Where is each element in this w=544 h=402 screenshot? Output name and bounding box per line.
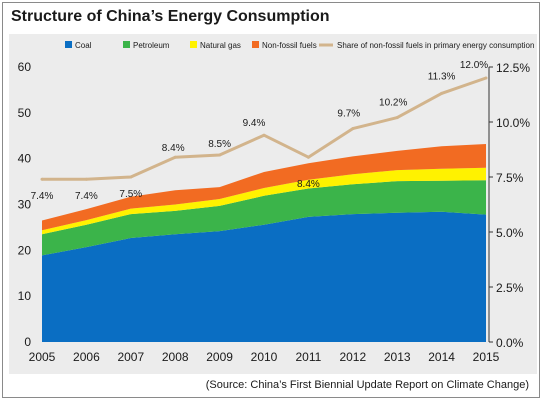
area-non-fossil-fuels xyxy=(42,144,486,231)
x-tick-label: 2015 xyxy=(473,350,500,364)
share-point xyxy=(306,155,310,159)
chart-svg: 0 10 20 30 40 50 60 0.0% 2.5% 5.0% 7.5% 10.0% 12.5% 2… xyxy=(18,41,534,364)
y-right-tick-label: 0.0% xyxy=(496,336,524,350)
y-left-tick-label: 10 xyxy=(18,289,32,303)
x-tick-label: 2012 xyxy=(339,350,366,364)
source-note: (Source: China’s First Biennial Update R… xyxy=(205,379,529,391)
share-point xyxy=(84,177,88,181)
y-left-tick-label: 60 xyxy=(18,60,32,74)
share-point xyxy=(395,116,399,120)
share-data-label: 11.3% xyxy=(428,71,456,82)
share-data-label: 12.0% xyxy=(460,60,488,71)
y-right-tick-label: 7.5% xyxy=(496,171,524,185)
x-tick-label: 2008 xyxy=(162,350,189,364)
x-tick-label: 2009 xyxy=(206,350,233,364)
share-data-label: 7.4% xyxy=(75,191,98,202)
share-point xyxy=(484,76,488,80)
y-left-tick-label: 40 xyxy=(18,152,32,166)
x-tick-label: 2007 xyxy=(117,350,144,364)
legend-label: Share of non-fossil fuels in primary ene… xyxy=(337,41,534,50)
share-data-label: 7.4% xyxy=(31,191,54,202)
y-left-tick-label: 30 xyxy=(18,198,32,212)
x-tick-label: 2011 xyxy=(295,350,321,364)
x-tick-label: 2010 xyxy=(251,350,278,364)
area-natural-gas xyxy=(42,167,486,235)
share-point xyxy=(351,127,355,131)
share-data-label: 8.5% xyxy=(208,139,231,150)
x-tick-label: 2006 xyxy=(73,350,100,364)
legend-swatch xyxy=(65,41,72,48)
share-point xyxy=(440,91,444,95)
share-data-label: 9.4% xyxy=(243,118,266,129)
legend-swatch xyxy=(252,41,259,48)
share-point xyxy=(173,155,177,159)
share-data-label: 8.4% xyxy=(162,143,185,154)
x-tick-label: 2013 xyxy=(384,350,411,364)
area-coal xyxy=(42,211,486,342)
share-data-label: 10.2% xyxy=(379,98,407,109)
chart-frame: Structure of China’s Energy Consumption … xyxy=(2,2,540,398)
share-point xyxy=(129,175,133,179)
legend-label: Natural gas xyxy=(200,41,241,50)
y-left-tick-label: 0 xyxy=(24,335,31,349)
x-tick-label: 2014 xyxy=(428,350,455,364)
share-point xyxy=(262,133,266,137)
legend-label: Petroleum xyxy=(133,41,170,50)
share-point xyxy=(218,153,222,157)
y-right-tick-label: 5.0% xyxy=(496,226,524,240)
share-data-label: 9.7% xyxy=(337,109,360,120)
legend-swatch xyxy=(123,41,130,48)
plot-panel: 0 10 20 30 40 50 60 0.0% 2.5% 5.0% 7.5% 10.0% 12.5% 2… xyxy=(9,34,537,374)
area-petroleum xyxy=(42,180,486,256)
y-right-tick-label: 10.0% xyxy=(496,116,530,130)
y-left-tick-label: 50 xyxy=(18,106,32,120)
share-data-label: 7.5% xyxy=(119,189,142,200)
share-point xyxy=(40,177,44,181)
y-right-tick-label: 12.5% xyxy=(496,61,530,75)
x-tick-label: 2005 xyxy=(29,350,56,364)
y-right-tick-label: 2.5% xyxy=(496,281,524,295)
share-data-label: 8.4% xyxy=(297,179,320,190)
chart-title: Structure of China’s Energy Consumption xyxy=(11,8,330,25)
y-left-tick-label: 20 xyxy=(18,243,32,257)
legend-swatch xyxy=(190,41,197,48)
legend-label: Coal xyxy=(75,41,92,50)
legend-label: Non-fossil fuels xyxy=(262,41,317,50)
